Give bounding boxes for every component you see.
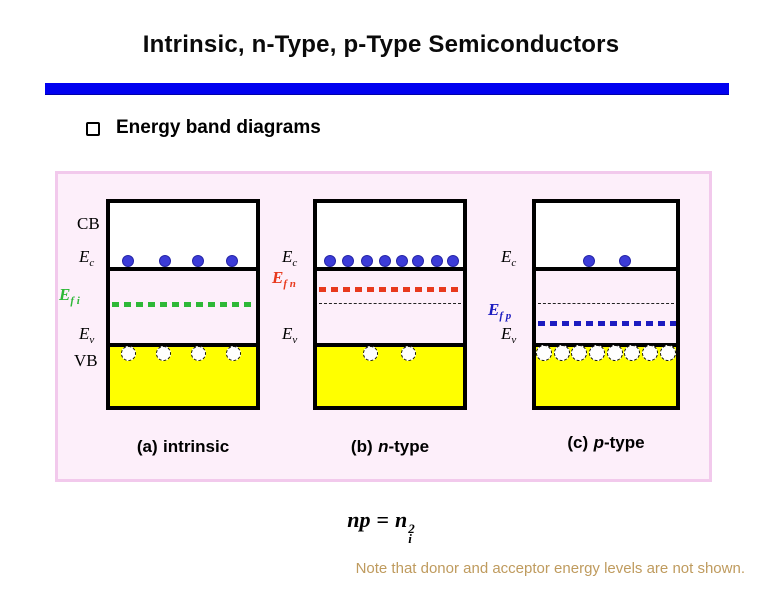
band-diagram-intrinsic (106, 199, 260, 410)
label-vb: VB (74, 351, 98, 370)
label-ec: Ec (282, 247, 298, 269)
electron-dot (431, 255, 443, 267)
electron-dot (396, 255, 408, 267)
hole-circle (121, 346, 136, 361)
bullet-heading: Energy band diagrams (116, 117, 321, 138)
fermi-level-line-intrinsic (112, 302, 256, 307)
caption-intrinsic: (a) intrinsic (136, 437, 230, 456)
electron-dot (447, 255, 459, 267)
label-efn: Ef n (272, 268, 296, 290)
electron-dot (122, 255, 134, 267)
band-diagram-ptype (532, 199, 680, 410)
band-diagram-ntype (313, 199, 467, 410)
electron-dot (619, 255, 631, 267)
electron-dot (324, 255, 336, 267)
hole-circle (624, 345, 640, 361)
hole-circle (554, 345, 570, 361)
hole-circle (156, 346, 171, 361)
intrinsic-level-ref-line (319, 303, 461, 304)
hole-circle (660, 345, 676, 361)
formula-superscript: 2 (408, 521, 415, 536)
electron-dot (342, 255, 354, 267)
fermi-level-line-p (538, 321, 676, 326)
footnote-note: Note that donor and acceptor energy leve… (355, 560, 745, 577)
electron-dot (192, 255, 204, 267)
caption-ntype: (b) n-type (350, 437, 430, 456)
label-ev: Ev (501, 324, 517, 346)
hole-circle (589, 345, 605, 361)
mass-action-formula: np = n 2 i (347, 507, 415, 546)
label-ec: Ec (79, 247, 95, 269)
label-ev: Ev (79, 324, 95, 346)
electron-dot (583, 255, 595, 267)
ev-line (536, 343, 676, 347)
ec-line (110, 267, 256, 271)
label-efp: Ef p (488, 300, 512, 322)
ec-line (536, 267, 676, 271)
formula-subscript: i (408, 531, 412, 546)
ev-line (110, 343, 256, 347)
label-ec: Ec (501, 247, 517, 269)
hole-circle (571, 345, 587, 361)
conduction-band-region (536, 203, 676, 267)
label-ev: Ev (282, 324, 298, 346)
fermi-level-line-n (319, 287, 463, 292)
electron-dot (379, 255, 391, 267)
caption-ptype: (c) p-type (567, 433, 645, 452)
label-cb: CB (77, 214, 100, 233)
ev-line (317, 343, 463, 347)
electron-dot (226, 255, 238, 267)
checkbox-bullet-icon (86, 122, 100, 136)
ec-line (317, 267, 463, 271)
hole-circle (226, 346, 241, 361)
hole-circle (642, 345, 658, 361)
title-underline-bar (45, 83, 729, 95)
valence-band-region (317, 347, 463, 406)
electron-dot (159, 255, 171, 267)
electron-dot (412, 255, 424, 267)
slide-title: Intrinsic, n-Type, p-Type Semiconductors (142, 31, 620, 58)
label-efi: Ef i (59, 285, 80, 307)
electron-dot (361, 255, 373, 267)
hole-circle (607, 345, 623, 361)
bullet-row: Energy band diagrams (86, 117, 321, 139)
hole-circle (401, 346, 416, 361)
hole-circle (363, 346, 378, 361)
intrinsic-level-ref-line (538, 303, 674, 304)
hole-circle (536, 345, 552, 361)
hole-circle (191, 346, 206, 361)
band-diagram-panel: CB Ec Ef i Ev VB Ec Ef n Ev Ec Ef p Ev (… (55, 171, 712, 482)
